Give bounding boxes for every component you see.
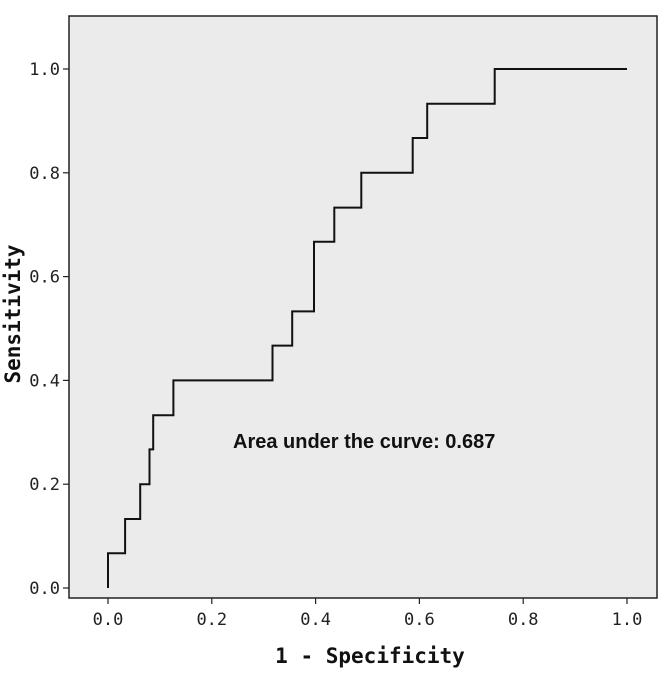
x-tick-label: 0.2 bbox=[196, 610, 227, 630]
y-tick-label: 0.4 bbox=[29, 371, 60, 391]
x-tick-label: 0.8 bbox=[508, 610, 539, 630]
y-axis: 0.0 0.2 0.4 0.6 0.8 1.0 bbox=[29, 60, 69, 599]
x-tick-label: 0.6 bbox=[404, 610, 435, 630]
x-axis-title: 1 - Specificity bbox=[275, 644, 465, 668]
plot-area bbox=[68, 15, 658, 599]
y-tick-label: 0.2 bbox=[29, 475, 60, 495]
x-tick-label: 0.4 bbox=[300, 610, 331, 630]
x-tick-label: 0.0 bbox=[93, 610, 124, 630]
y-tick-label: 1.0 bbox=[29, 60, 60, 80]
auc-annotation: Area under the curve: 0.687 bbox=[233, 431, 495, 453]
y-tick-label: 0.6 bbox=[29, 268, 60, 288]
x-tick-label: 1.0 bbox=[612, 610, 643, 630]
y-axis-title: Sensitivity bbox=[1, 244, 25, 383]
y-tick-label: 0.0 bbox=[29, 579, 60, 599]
roc-curve bbox=[107, 68, 627, 588]
y-tick-label: 0.8 bbox=[29, 164, 60, 184]
x-axis: 0.0 0.2 0.4 0.6 0.8 1.0 bbox=[93, 598, 643, 630]
